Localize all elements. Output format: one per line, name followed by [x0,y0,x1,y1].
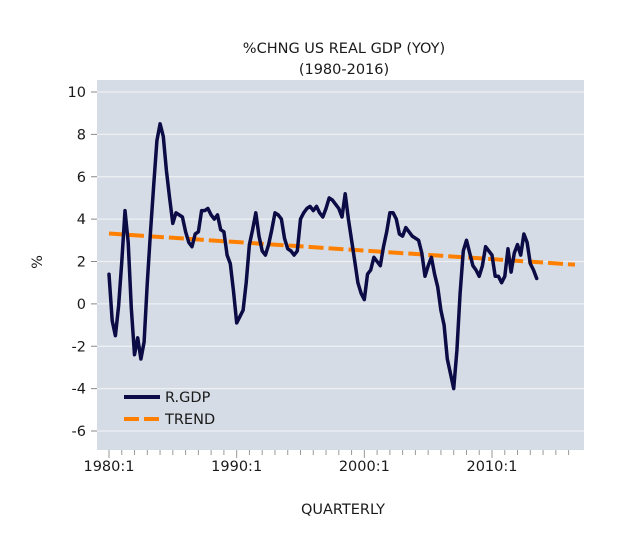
series-layer [107,122,576,391]
x-axis-label: QUARTERLY [301,502,385,518]
x-tick-label: 1990:1 [211,459,262,475]
y-tick-label: 2 [77,255,86,271]
trend-line [108,231,576,267]
gdp-line [107,122,539,391]
y-tick-label: 0 [77,297,86,313]
x-tick-label: 2000:1 [339,459,390,475]
y-tick-label: -6 [72,424,86,440]
gridlines [97,91,584,432]
chart-subtitle: (1980-2016) [299,62,389,78]
legend-label-gdp: R.GDP [165,390,211,406]
y-tick-label: 8 [77,127,86,143]
x-tick-label: 2010:1 [466,459,517,475]
legend-label-trend: TREND [164,412,215,428]
x-tick-label: 1980:1 [83,459,134,475]
y-tick-label: -2 [72,339,86,355]
legend: R.GDP TREND [124,390,215,428]
chart-title: %CHNG US REAL GDP (YOY) [243,41,445,57]
y-axis-label: % [30,255,46,269]
y-tick-label: 10 [68,85,86,101]
y-tick-label: -4 [72,382,86,398]
x-axis: 1980:1 1990:1 2000:1 2010:1 [83,450,570,475]
y-axis: 10 8 6 4 2 0 -2 -4 -6 [68,85,97,440]
y-tick-label: 6 [77,170,86,186]
y-tick-label: 4 [77,212,86,228]
